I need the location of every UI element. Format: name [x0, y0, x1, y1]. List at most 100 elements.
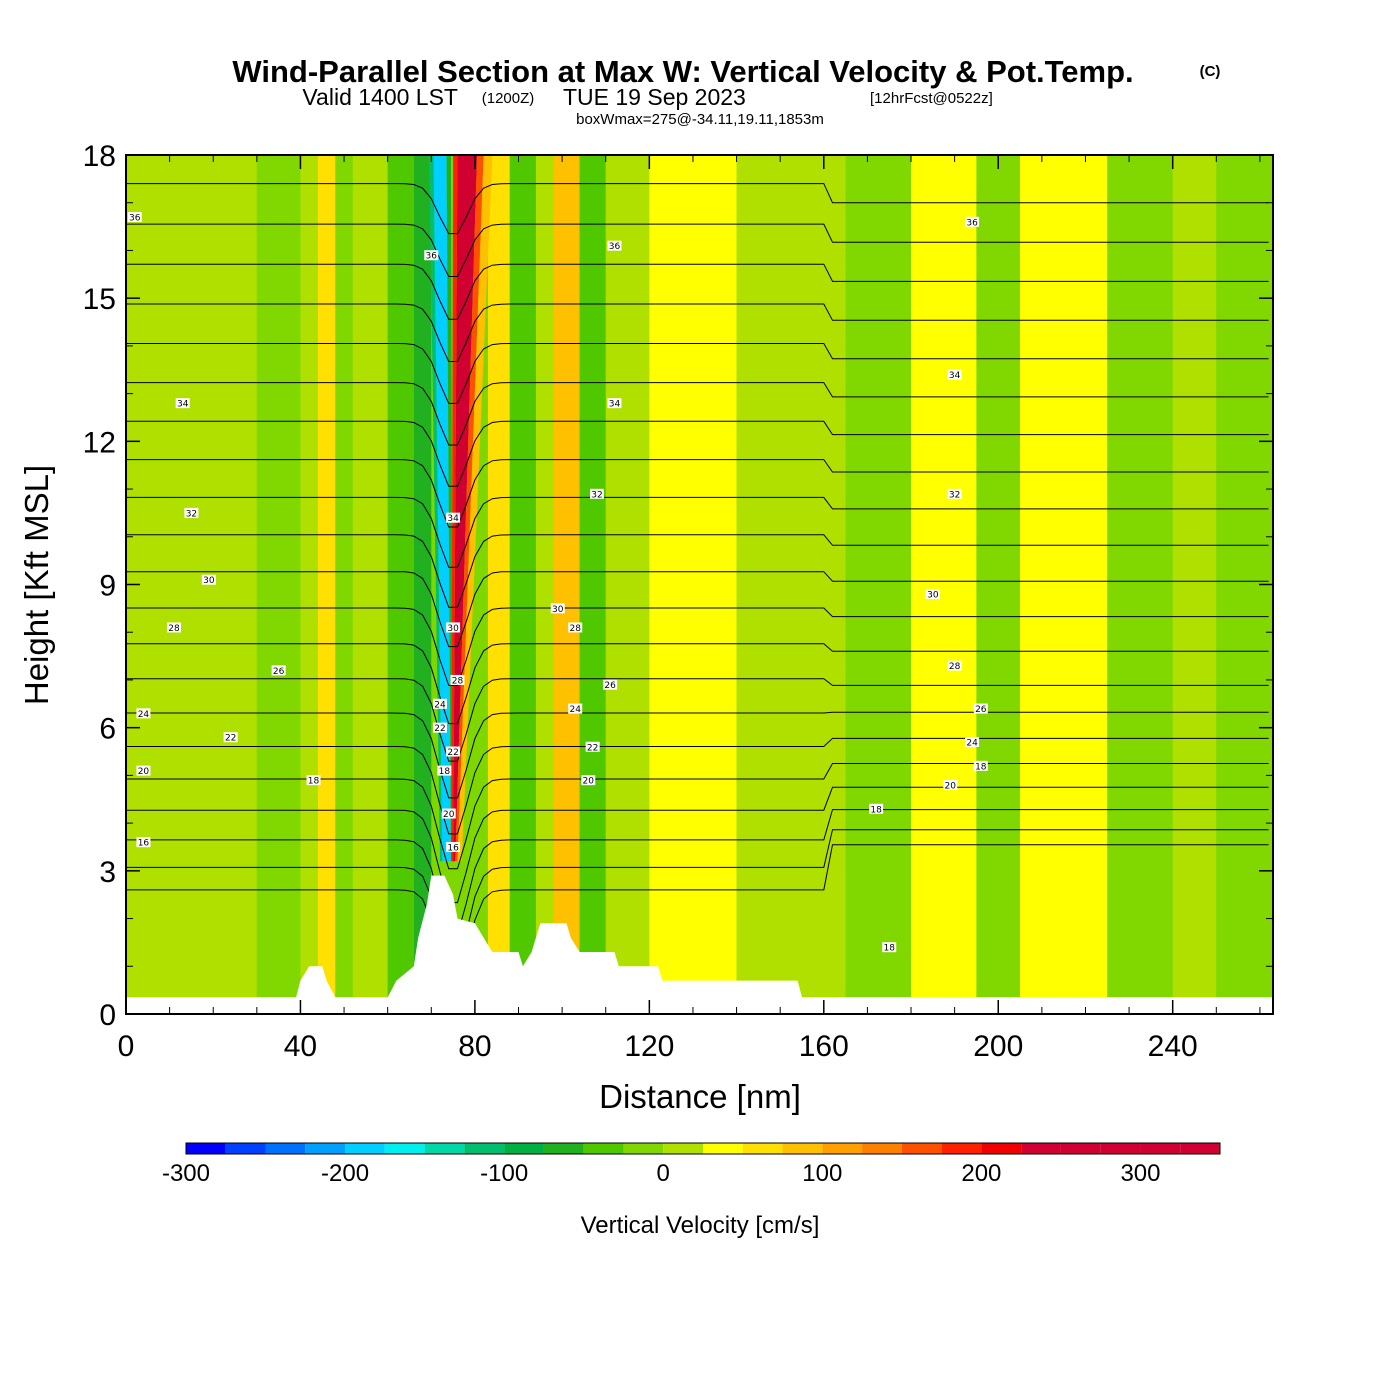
theta-contour	[126, 496, 1269, 568]
contour-label-text: 18	[308, 777, 320, 787]
w-band	[126, 155, 257, 1014]
contour-label-text: 18	[883, 944, 895, 954]
x-axis-label: Distance [nm]	[599, 1078, 801, 1115]
contour-label: 28	[947, 660, 962, 672]
contour-label: 36	[424, 250, 439, 262]
w-band	[300, 155, 318, 1014]
contour-label-text: 34	[609, 400, 621, 410]
y-tick-label: 0	[99, 999, 116, 1032]
contour-label-bg	[166, 622, 181, 633]
valid-prefix: Valid 1400 LST	[302, 84, 458, 110]
contour-label-bg	[127, 212, 142, 223]
contour-label-bg	[446, 746, 461, 757]
colorbar-swatch	[941, 1143, 982, 1154]
contour-label-text: 22	[225, 734, 236, 744]
contour-label: 18	[869, 803, 884, 815]
contour-label-bg	[947, 369, 962, 380]
contour-label-text: 18	[975, 762, 987, 772]
contour-label-text: 30	[552, 605, 564, 615]
colorbar-swatch	[424, 1143, 465, 1154]
colorbar-tick-label: -300	[162, 1160, 210, 1187]
colorbar-swatch	[345, 1143, 385, 1154]
theta-contour	[126, 534, 1269, 608]
contour-label-bg	[607, 398, 622, 409]
w-core-band	[433, 155, 451, 862]
theta-contour	[126, 678, 1269, 762]
contour-label: 30	[550, 603, 565, 615]
theta-contour	[126, 223, 1269, 277]
contour-label-bg	[446, 622, 461, 633]
vertical-velocity-shading	[126, 155, 1273, 1014]
w-band	[387, 155, 414, 1014]
w-band	[649, 155, 737, 1014]
forecast-info: [12hrFcst@0522z]	[870, 90, 993, 107]
contour-label: 34	[175, 398, 190, 410]
contour-label-text: 22	[447, 748, 458, 758]
contour-label-text: 20	[945, 781, 957, 791]
colorbar-tick-label: 100	[802, 1160, 842, 1187]
potential-temperature-contours	[126, 183, 1269, 991]
contour-label: 22	[446, 746, 461, 758]
contour-label-text: 36	[609, 242, 621, 252]
w-band	[535, 155, 554, 1014]
contour-label-bg	[450, 674, 465, 685]
colorbar-swatch	[1060, 1143, 1101, 1154]
contour-label: 34	[607, 398, 622, 410]
contour-label-bg	[437, 765, 452, 776]
contour-label: 36	[965, 216, 980, 228]
contour-label-bg	[947, 660, 962, 671]
contour-label: 16	[136, 837, 151, 849]
colorbar-swatch	[265, 1143, 306, 1154]
colorbar-tick-label: 300	[1120, 1160, 1160, 1187]
contour-label-bg	[581, 775, 596, 786]
colorbar-tick-label: 0	[657, 1160, 670, 1187]
w-core-band	[429, 155, 443, 862]
y-axis-label: Height [Kft MSL]	[18, 465, 55, 705]
x-tick-label: 160	[799, 1030, 849, 1063]
theta-contour	[126, 382, 1269, 446]
theta-contour	[126, 643, 1269, 725]
contour-label-bg	[585, 741, 600, 752]
contour-label: 26	[271, 665, 286, 677]
contour-label-bg	[973, 703, 988, 714]
contour-label-bg	[603, 679, 618, 690]
valid-date: TUE 19 Sep 2023	[563, 84, 746, 110]
contour-label-text: 28	[168, 624, 180, 634]
contour-label: 36	[127, 212, 142, 224]
contour-label-bg	[446, 512, 461, 523]
contour-label-text: 34	[949, 371, 961, 381]
colorbar-swatch	[822, 1143, 863, 1154]
contour-label-text: 16	[447, 843, 459, 853]
contour-label: 32	[947, 488, 962, 500]
w-band	[413, 155, 432, 1014]
colorbar-swatch	[1021, 1143, 1061, 1154]
contour-label-bg	[943, 779, 958, 790]
contour-label-bg	[965, 736, 980, 747]
w-band	[976, 155, 1021, 1014]
colorbar: -300 -200 -100 0 100 200 300	[162, 1142, 1221, 1187]
colorbar-swatch	[1100, 1143, 1141, 1154]
contour-label-text: 24	[138, 710, 150, 720]
y-tick-label: 3	[99, 856, 116, 889]
contour-label-bg	[223, 732, 238, 743]
contour-label-text: 36	[129, 214, 141, 224]
contour-label-text: 28	[949, 662, 961, 672]
colorbar-swatch	[543, 1143, 584, 1154]
contour-label: 18	[437, 765, 452, 777]
contour-label: 34	[947, 369, 962, 381]
contour-label: 22	[433, 722, 448, 734]
colorbar-swatch	[305, 1143, 346, 1154]
w-band	[317, 155, 336, 1014]
w-band	[911, 155, 977, 1014]
w-band	[1107, 155, 1173, 1014]
colorbar-swatch	[1140, 1143, 1181, 1154]
contour-label: 30	[446, 622, 461, 634]
contour-label-text: 36	[426, 252, 438, 262]
colorbar-swatch	[225, 1143, 266, 1154]
contour-label: 20	[581, 775, 596, 787]
contour-label-bg	[568, 703, 583, 714]
contour-label: 26	[973, 703, 988, 715]
theta-contour	[126, 420, 1269, 487]
contour-label: 30	[925, 589, 940, 601]
